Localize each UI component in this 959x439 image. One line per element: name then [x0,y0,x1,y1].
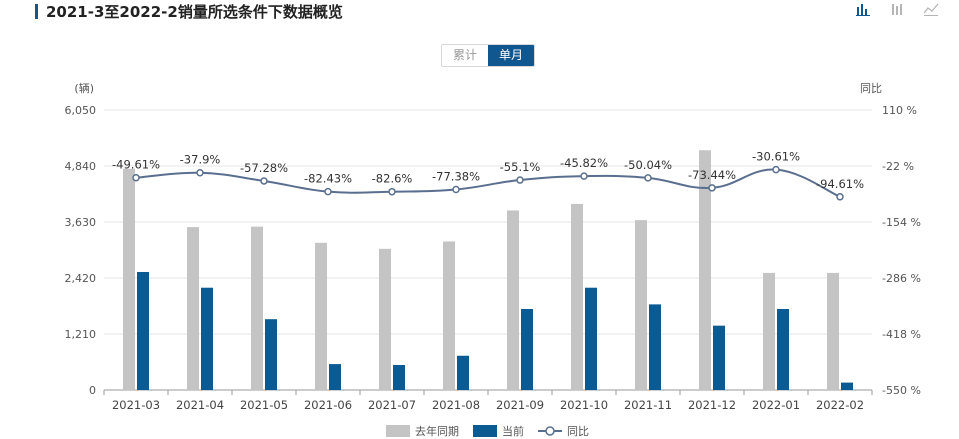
legend-label-last-year: 去年同期 [415,425,459,438]
y-left-tick-label: 0 [89,384,96,397]
legend-item-current[interactable]: 当前 [473,423,524,439]
yoy-data-label: -45.82% [560,156,608,170]
view-switcher [855,2,939,16]
legend-label-yoy: 同比 [567,425,589,438]
yoy-data-label: -82.6% [372,172,413,186]
yoy-point [388,187,396,196]
stacked-bar-icon[interactable] [889,2,905,16]
bar-last-year [251,226,263,390]
x-tick-label: 2021-11 [624,398,672,412]
y-left-unit: (辆) [74,81,94,95]
legend-item-yoy[interactable]: 同比 [538,423,589,439]
bar-last-year [443,241,455,390]
x-tick-label: 2022-01 [752,398,800,412]
x-tick-label: 2021-03 [112,398,160,412]
bar-current [585,287,597,390]
bar-current [201,287,213,390]
y-right-label: 同比 [860,82,882,95]
y-right-tick-label: -286 % [882,272,921,285]
bar-last-year [635,220,647,390]
bar-last-year [507,210,519,390]
x-tick-label: 2021-06 [304,398,352,412]
yoy-point [260,177,268,185]
chart-legend: 去年同期 当前 同比 [386,423,589,439]
bar-current [841,382,853,390]
yoy-point [196,168,204,177]
yoy-point [452,185,460,194]
y-right-tick-label: -154 % [882,216,921,229]
x-tick-label: 2021-08 [432,398,480,412]
bar-current [777,309,789,390]
yoy-data-label: -73.44% [688,168,736,182]
yoy-data-label: -94.61% [816,177,864,191]
yoy-point [132,173,140,182]
x-tick-label: 2021-07 [368,398,416,412]
chart-title: 2021-3至2022-2销量所选条件下数据概览 [46,2,343,21]
legend-swatch-yoy [538,426,562,436]
legend-swatch-current [473,425,497,437]
y-left-tick-label: 3,630 [65,216,97,229]
bar-current [457,355,469,390]
y-right-tick-label: -22 % [882,160,914,173]
yoy-data-label: -50.04% [624,158,672,172]
bar-chart-icon[interactable] [855,2,871,16]
cumulative-tab[interactable]: 累计 [442,45,489,66]
yoy-point [708,184,716,192]
yoy-point [772,165,780,174]
yoy-data-label: -57.28% [240,161,288,175]
y-left-tick-label: 4,840 [65,160,97,173]
yoy-data-label: -30.61% [752,150,800,164]
y-right-tick-label: -418 % [882,328,921,341]
y-left-tick-label: 2,420 [65,272,97,285]
yoy-data-label: -77.38% [432,169,480,183]
x-tick-label: 2021-09 [496,398,544,412]
bar-last-year [571,203,583,390]
bar-current [713,325,725,390]
x-tick-label: 2021-10 [560,398,608,412]
yoy-data-label: -37.9% [180,153,221,167]
yoy-point [580,172,588,180]
bar-last-year [379,248,391,390]
bar-current [137,271,149,390]
bar-last-year [699,150,711,390]
monthly-tab[interactable]: 单月 [488,45,535,66]
legend-swatch-last-year [386,425,410,437]
x-tick-label: 2022-02 [816,398,864,412]
bar-current [521,309,533,390]
bar-last-year [123,168,135,390]
bar-last-year [763,272,775,390]
bar-last-year [187,227,199,390]
legend-item-last-year[interactable]: 去年同期 [386,423,459,439]
x-tick-label: 2021-12 [688,398,736,412]
x-tick-label: 2021-04 [176,398,224,412]
bar-last-year [827,272,839,390]
period-toggle: 累计 单月 [441,44,536,67]
y-right-tick-label: -550 % [882,384,921,397]
bar-last-year [315,242,327,390]
yoy-data-label: -82.43% [304,172,352,186]
bar-current [649,304,661,390]
yoy-point [516,176,524,184]
yoy-line [135,168,841,198]
bar-current [265,319,277,390]
chart-title-bar: 2021-3至2022-2销量所选条件下数据概览 [35,0,343,22]
line-chart-icon[interactable] [923,2,939,16]
x-tick-label: 2021-05 [240,398,288,412]
y-left-tick-label: 6,050 [65,104,97,117]
yoy-data-label: -55.1% [500,160,541,174]
yoy-point [836,193,844,201]
yoy-point [644,174,652,182]
legend-label-current: 当前 [502,425,524,438]
yoy-data-label: -49.61% [112,158,160,172]
yoy-point [324,187,332,196]
y-right-tick-label: 110 % [882,104,917,117]
bar-current [329,364,341,390]
title-accent-bar [35,3,38,19]
bar-current [393,365,405,390]
y-left-tick-label: 1,210 [65,328,97,341]
